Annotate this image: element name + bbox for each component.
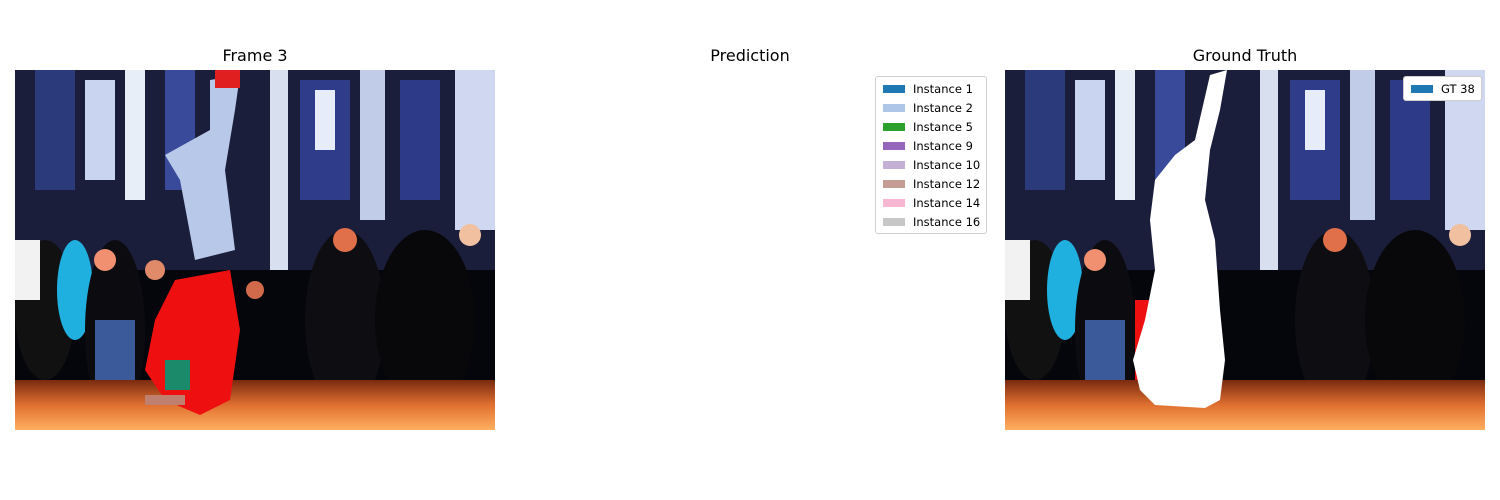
legend-label: Instance 16 (913, 214, 981, 229)
legend-item: Instance 14 (876, 193, 986, 212)
legend-label: Instance 2 (913, 100, 973, 115)
legend-item: Instance 9 (876, 136, 986, 155)
legend-swatch (883, 179, 905, 188)
legend-item: Instance 2 (876, 98, 986, 117)
legend-swatch (1411, 84, 1433, 93)
legend-swatch (883, 122, 905, 131)
legend-item: Instance 12 (876, 174, 986, 193)
frame-panel-title: Frame 3 (222, 46, 288, 65)
legend-swatch (883, 217, 905, 226)
ground-truth-mask (1133, 70, 1227, 408)
legend-item: Instance 16 (876, 212, 986, 231)
ground-truth-panel-title: Ground Truth (1192, 46, 1298, 65)
legend-item: Instance 10 (876, 155, 986, 174)
legend-item: GT 38 (1404, 79, 1481, 98)
legend-swatch (883, 84, 905, 93)
legend-label: Instance 1 (913, 81, 973, 96)
ground-truth-legend: GT 38 (1403, 76, 1482, 101)
legend-label: Instance 9 (913, 138, 973, 153)
legend-swatch (883, 198, 905, 207)
legend-label: Instance 12 (913, 176, 981, 191)
legend-label: Instance 10 (913, 157, 981, 172)
legend-item: Instance 1 (876, 79, 986, 98)
prediction-legend: Instance 1 Instance 2 Instance 5 Instanc… (875, 76, 988, 234)
legend-label: Instance 5 (913, 119, 973, 134)
prediction-panel-title: Prediction (710, 46, 790, 65)
legend-item: Instance 5 (876, 117, 986, 136)
legend-label: GT 38 (1441, 81, 1475, 96)
legend-swatch (883, 103, 905, 112)
legend-swatch (883, 141, 905, 150)
legend-label: Instance 14 (913, 195, 981, 210)
ground-truth-image (1005, 70, 1485, 430)
frame-image (15, 70, 495, 430)
legend-swatch (883, 160, 905, 169)
